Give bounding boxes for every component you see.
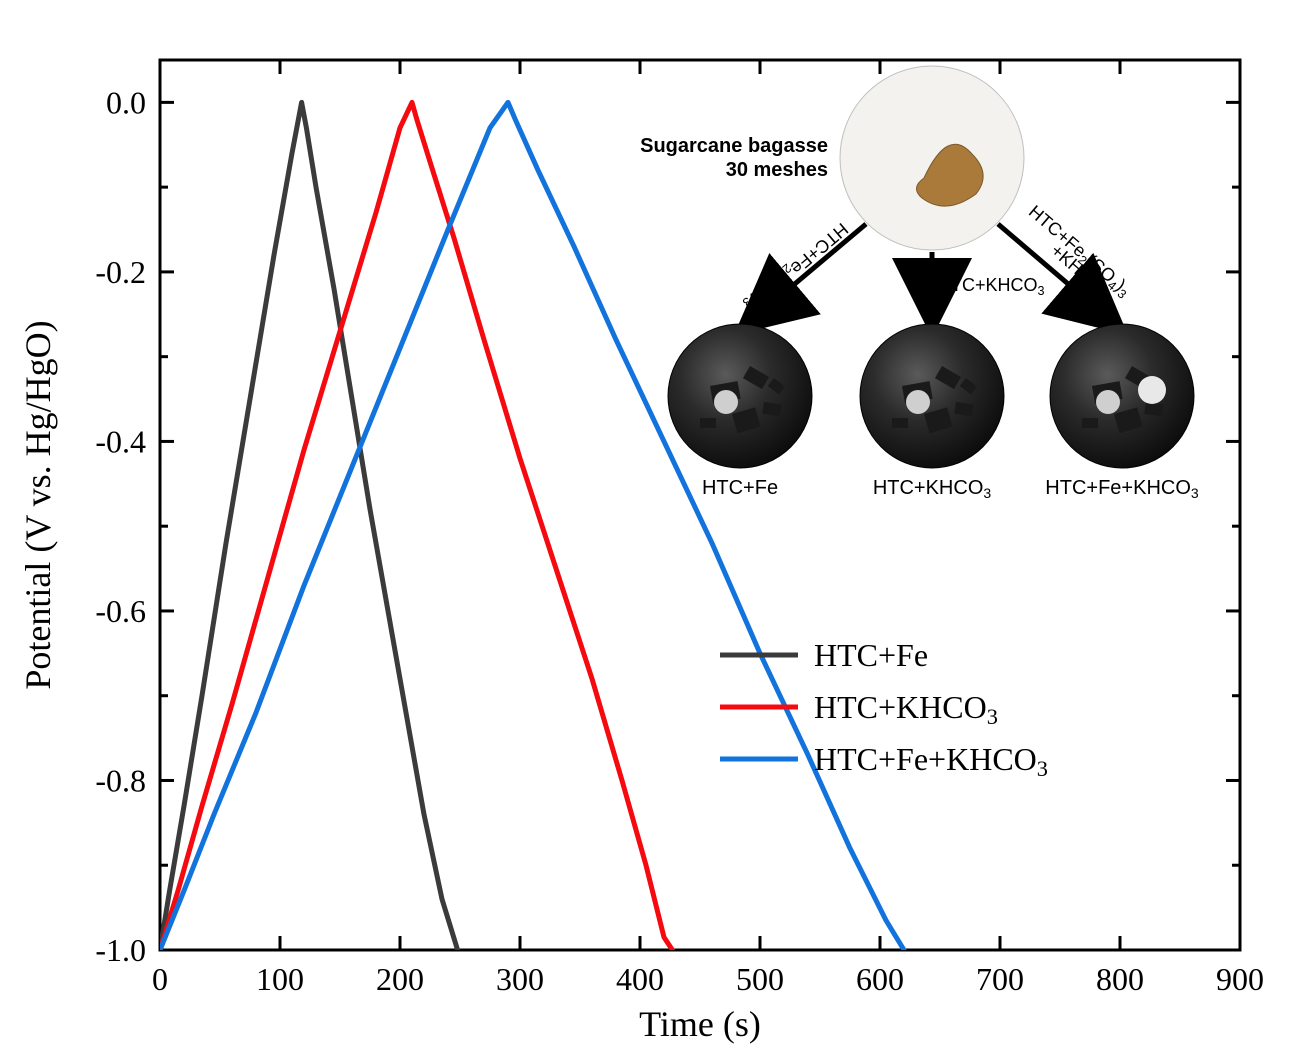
- x-tick-label: 400: [616, 961, 664, 997]
- y-tick-label: -0.6: [95, 593, 146, 629]
- y-tick-label: -0.2: [95, 254, 146, 290]
- inset-sem-sphere: [1138, 376, 1166, 404]
- x-tick-label: 100: [256, 961, 304, 997]
- inset-sem-shard: [954, 402, 973, 416]
- inset-sem-sphere: [1096, 390, 1120, 414]
- x-tick-label: 500: [736, 961, 784, 997]
- inset-sem-caption: HTC+Fe: [702, 477, 778, 499]
- inset-sem-shard: [1082, 418, 1098, 428]
- y-tick-label: -1.0: [95, 932, 146, 968]
- inset-sem-caption: HTC+Fe+KHCO3: [1045, 477, 1199, 501]
- x-tick-label: 200: [376, 961, 424, 997]
- x-tick-label: 900: [1216, 961, 1264, 997]
- y-axis-label: Potential (V vs. Hg/HgO): [18, 320, 58, 689]
- x-tick-label: 0: [152, 961, 168, 997]
- inset-sem-sphere: [906, 390, 930, 414]
- inset-sem-caption: HTC+KHCO3: [873, 477, 992, 501]
- x-tick-label: 700: [976, 961, 1024, 997]
- chart-container: 0 100 200 300 400 500 600 700 800 900 -1.0 -0.8 -0.6…: [0, 0, 1302, 1044]
- inset-sem-shard: [700, 418, 716, 428]
- y-tick-label: -0.8: [95, 762, 146, 798]
- y-tick-label: 0.0: [106, 84, 146, 120]
- gcd-chart-svg: 0 100 200 300 400 500 600 700 800 900 -1.0 -0.8 -0.6…: [0, 0, 1302, 1044]
- inset-sem-shard: [762, 402, 781, 416]
- legend-label: HTC+KHCO3: [814, 689, 998, 729]
- inset-subtitle: 30 meshes: [726, 159, 828, 181]
- inset-sem-shard: [892, 418, 908, 428]
- inset-sem-shard: [1144, 402, 1163, 416]
- x-tick-label: 800: [1096, 961, 1144, 997]
- x-tick-label: 600: [856, 961, 904, 997]
- inset-arrow-label: HTC+KHCO3: [938, 275, 1045, 298]
- legend-label: HTC+Fe: [814, 637, 928, 673]
- inset-top-circle: [840, 66, 1024, 250]
- x-tick-label: 300: [496, 961, 544, 997]
- y-tick-label: -0.4: [95, 423, 146, 459]
- inset-sem-sphere: [714, 390, 738, 414]
- legend-label: HTC+Fe+KHCO3: [814, 741, 1048, 781]
- inset-title: Sugarcane bagasse: [640, 135, 828, 157]
- x-axis-label: Time (s): [639, 1004, 761, 1044]
